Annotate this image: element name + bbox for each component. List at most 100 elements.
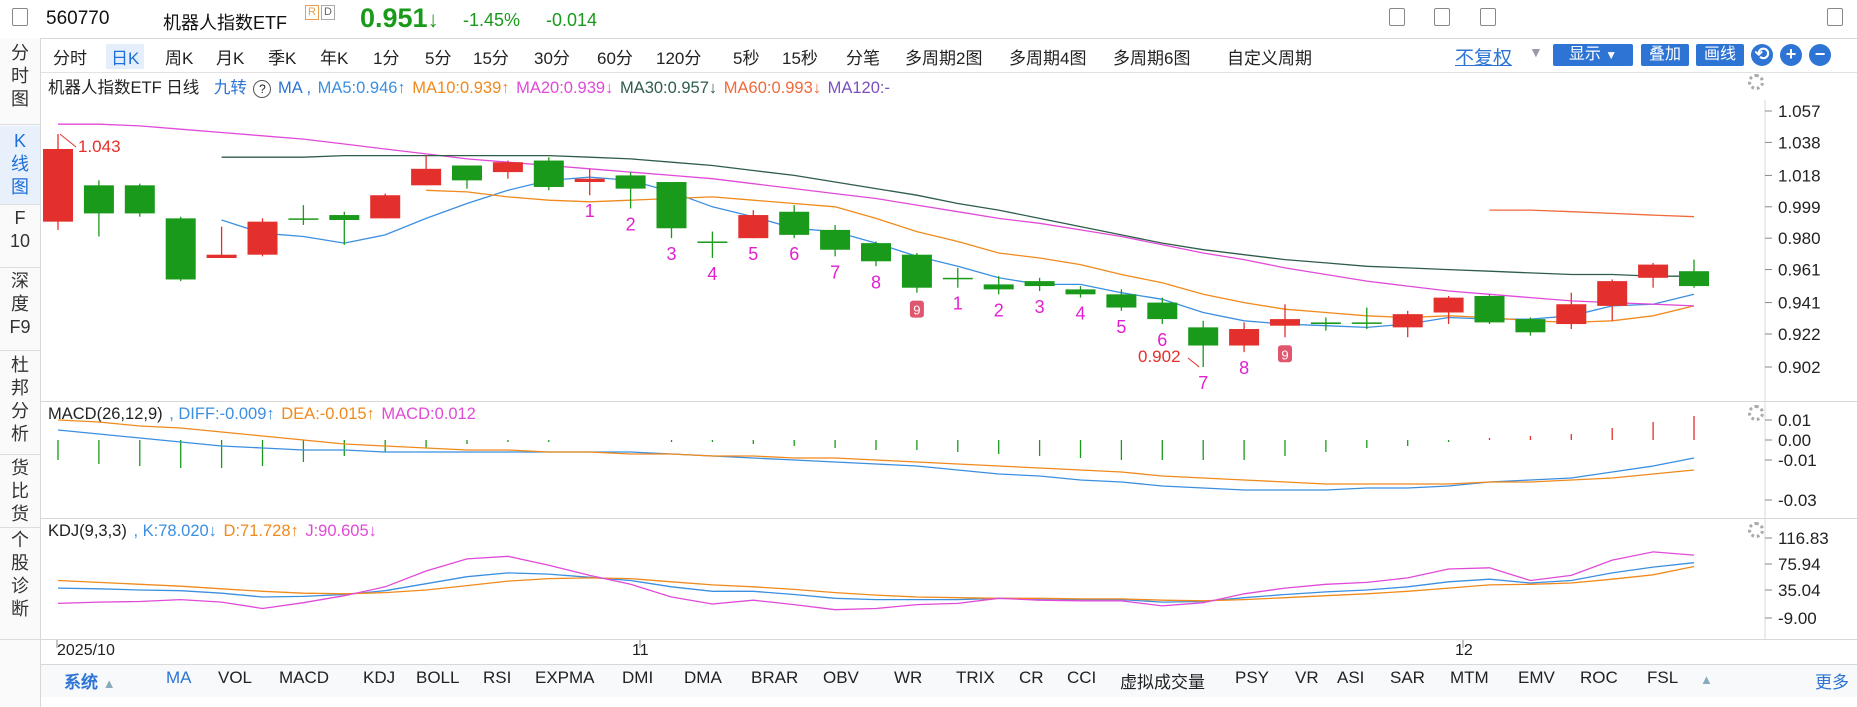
period-toolbar: 分时 日K 周K 月K 季K 年K 1分 5分 15分 30分 60分 120分 5秒 15秒 分笔 多周期2… (41, 38, 1857, 73)
period-7[interactable]: 5分 (425, 49, 452, 68)
zoom-in-icon[interactable]: + (1780, 44, 1802, 66)
kdj-d-line (57, 565, 1695, 602)
panel-icon-3[interactable] (1480, 8, 1496, 26)
panel-icon-1[interactable] (1389, 8, 1405, 26)
indicator-7[interactable]: DMI (622, 668, 654, 687)
main-settings-icon[interactable] (1748, 74, 1764, 90)
panel-icon-4[interactable] (1827, 8, 1843, 26)
high-pointer (59, 133, 77, 148)
period-17[interactable]: 多周期6图 (1113, 49, 1191, 68)
price-tick-label: 0.902 (1778, 358, 1821, 377)
refresh-icon[interactable]: ⟲ (1751, 44, 1773, 66)
display-button[interactable]: 显示 ▼ (1553, 44, 1633, 66)
candle-body (656, 182, 687, 229)
indicator-22[interactable]: ROC (1580, 668, 1618, 687)
period-13[interactable]: 15秒 (782, 49, 818, 68)
indicator-9[interactable]: BRAR (751, 668, 799, 687)
period-1[interactable]: 日K (106, 44, 145, 69)
indicator-20[interactable]: MTM (1450, 668, 1489, 687)
help-icon[interactable]: ? (253, 80, 272, 98)
indicator-17[interactable]: VR (1295, 668, 1319, 687)
sidebar-item-2[interactable]: F 10 (0, 203, 40, 268)
overlay-button[interactable]: 叠加 (1641, 44, 1689, 66)
indicator-15[interactable]: 虚拟成交量 (1120, 673, 1205, 692)
period-14[interactable]: 分笔 (846, 49, 880, 68)
chevron-down-icon[interactable]: ▼ (1529, 44, 1543, 60)
period-4[interactable]: 季K (268, 49, 297, 68)
nine-turn-label: 6 (789, 244, 799, 264)
period-0[interactable]: 分时 (53, 49, 87, 68)
draw-button[interactable]: 画线 (1696, 44, 1744, 66)
indicator-6[interactable]: EXPMA (535, 668, 595, 687)
period-18[interactable]: 自定义周期 (1227, 49, 1312, 68)
kdj-k-line (57, 562, 1695, 603)
price-tick-label: 0.980 (1778, 229, 1821, 248)
sidebar-toggle-icon[interactable] (12, 8, 28, 26)
candle-body (1638, 264, 1669, 278)
chart-title: 机器人指数ETF 日线 (48, 79, 200, 97)
candle-body (329, 215, 360, 221)
system-tab[interactable]: 系统 ▲ (64, 673, 116, 692)
sidebar-item-5[interactable]: 货比货 (0, 453, 40, 528)
sidebar-item-0[interactable]: 分时图 (0, 38, 40, 125)
period-8[interactable]: 15分 (473, 49, 509, 68)
indicator-8[interactable]: DMA (684, 668, 722, 687)
period-11[interactable]: 120分 (656, 49, 702, 68)
period-16[interactable]: 多周期4图 (1009, 49, 1087, 68)
ma10-value: MA10:0.939↑ (412, 79, 510, 97)
candle-body (452, 165, 482, 181)
indicator-1[interactable]: VOL (218, 668, 253, 687)
panel-icon-2[interactable] (1434, 8, 1450, 26)
low-pointer (1187, 357, 1200, 368)
period-12[interactable]: 5秒 (733, 49, 760, 68)
indicator-3[interactable]: KDJ (363, 668, 396, 687)
period-5[interactable]: 年K (320, 49, 349, 68)
indicator-21[interactable]: EMV (1518, 668, 1555, 687)
period-2[interactable]: 周K (165, 49, 194, 68)
price-tick-label: 0.999 (1778, 198, 1821, 217)
indicator-4[interactable]: BOLL (416, 668, 460, 687)
indicator-12[interactable]: TRIX (956, 668, 995, 687)
candle-body (165, 218, 196, 280)
sidebar-item-3[interactable]: 深度 F9 (0, 266, 40, 351)
period-10[interactable]: 60分 (597, 49, 633, 68)
sidebar-item-6[interactable]: 个股诊断 (0, 525, 40, 640)
collapse-icon[interactable]: ▲ (1700, 672, 1713, 687)
indicator-13[interactable]: CR (1019, 668, 1044, 687)
period-6[interactable]: 1分 (373, 49, 400, 68)
indicator-19[interactable]: SAR (1390, 668, 1425, 687)
indicator-23[interactable]: FSL (1647, 668, 1679, 687)
left-sidebar: 分时图 K 线图 F 10 深度 F9 杜邦分析货比货个股诊断 (0, 38, 41, 707)
period-3[interactable]: 月K (216, 49, 245, 68)
indicator-0[interactable]: MA (166, 668, 192, 687)
candle-body (411, 168, 442, 186)
more-link[interactable]: 更多 (1815, 673, 1849, 692)
nine-turn-label: 8 (1239, 358, 1249, 378)
indicator-18[interactable]: ASI (1337, 668, 1365, 687)
j-value: J:90.605↓ (305, 522, 377, 540)
indicator-14[interactable]: CCI (1067, 668, 1097, 687)
period-9[interactable]: 30分 (534, 49, 570, 68)
indicator-10[interactable]: OBV (823, 668, 859, 687)
k-value: , K:78.020↓ (133, 522, 217, 540)
macd-settings-icon[interactable] (1748, 405, 1764, 421)
divider (41, 639, 1857, 640)
price-tick-label: 1.038 (1778, 133, 1821, 152)
fq-select[interactable]: 不复权 (1455, 48, 1513, 69)
kdj-settings-icon[interactable] (1748, 522, 1764, 538)
kdj-tick-label: -9.00 (1778, 609, 1817, 628)
period-15[interactable]: 多周期2图 (905, 49, 983, 68)
divider (41, 401, 1857, 402)
indicator-11[interactable]: WR (894, 668, 923, 687)
indicator-5[interactable]: RSI (483, 668, 512, 687)
nine-turn-label[interactable]: 九转 (213, 79, 247, 97)
date-label-oct: 2025/10 (57, 642, 115, 659)
indicator-16[interactable]: PSY (1235, 668, 1270, 687)
candle-body (533, 160, 564, 187)
candle-body (615, 175, 646, 189)
sidebar-item-4[interactable]: 杜邦分析 (0, 350, 40, 455)
zoom-out-icon[interactable]: − (1809, 44, 1831, 66)
indicator-2[interactable]: MACD (279, 668, 330, 687)
